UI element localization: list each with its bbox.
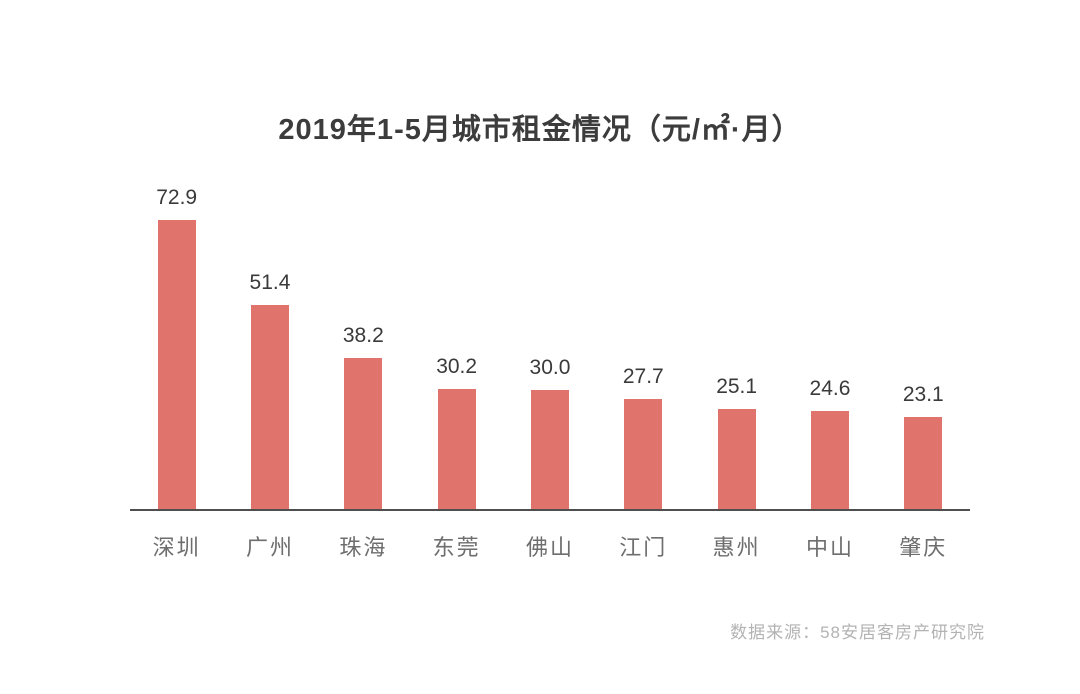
x-axis-label: 珠海 [339, 535, 388, 560]
x-axis: 深圳 广州 珠海 东莞 佛山 江门 惠州 中山 肇庆 [130, 530, 970, 562]
bar-column: 30.2 [410, 180, 503, 509]
bar-column: 30.0 [503, 180, 596, 509]
bar-value-label: 30.0 [529, 356, 571, 379]
bar-value-label: 30.2 [436, 355, 478, 378]
bar [344, 358, 383, 509]
x-axis-label: 佛山 [525, 535, 574, 560]
bar-column: 27.7 [597, 180, 690, 509]
x-axis-label: 江门 [619, 535, 668, 560]
bar-value-label: 38.2 [342, 324, 384, 347]
bar-column: 23.1 [877, 180, 970, 509]
bar [624, 399, 663, 509]
bar [437, 389, 476, 509]
bar [810, 411, 849, 509]
bar-value-label: 24.6 [809, 377, 851, 400]
bar-value-label: 25.1 [716, 375, 758, 398]
bar [157, 220, 196, 509]
bar-column: 24.6 [783, 180, 876, 509]
bar [717, 409, 756, 509]
bar-value-label: 23.1 [902, 383, 944, 406]
x-axis-label: 肇庆 [899, 535, 948, 560]
bar-value-label: 72.9 [156, 186, 198, 209]
bar-column: 25.1 [690, 180, 783, 509]
plot-area: 72.9 51.4 38.2 30.2 30.0 27.7 25.1 24.6 23.1 [130, 180, 970, 511]
bar-column: 72.9 [130, 180, 223, 509]
bar [904, 417, 943, 509]
chart-title: 2019年1-5月城市租金情况（元/㎡·月） [278, 114, 802, 146]
bar-column: 51.4 [223, 180, 316, 509]
bar-value-label: 27.7 [622, 365, 664, 388]
bar-column: 38.2 [317, 180, 410, 509]
x-axis-label: 惠州 [712, 535, 761, 560]
bar-value-label: 51.4 [249, 271, 291, 294]
data-source-note: 数据来源：58安居客房产研究院 [730, 623, 985, 642]
x-axis-label: 深圳 [152, 535, 201, 560]
x-axis-label: 广州 [245, 535, 294, 560]
x-axis-label: 东莞 [432, 535, 481, 560]
bar [250, 305, 289, 509]
bar [530, 390, 569, 509]
x-axis-label: 中山 [805, 535, 854, 560]
